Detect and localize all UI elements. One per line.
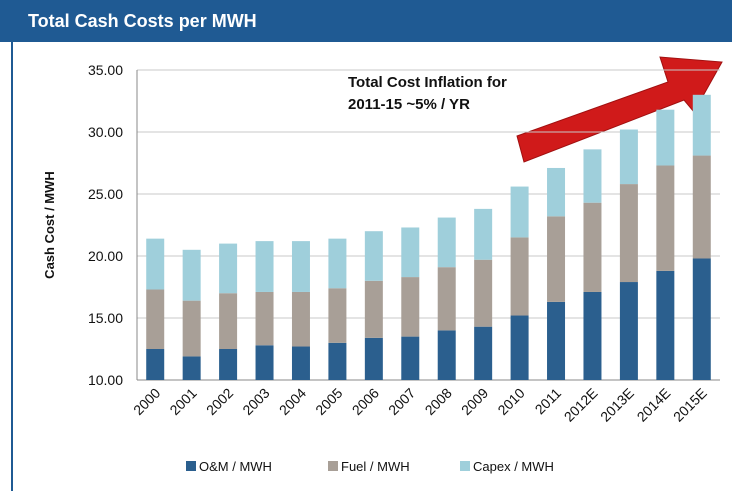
bar-segment	[547, 301, 566, 380]
bar-segment	[547, 167, 566, 217]
bar-segment	[219, 243, 238, 294]
bar-segment	[583, 291, 602, 380]
legend-label: Capex / MWH	[473, 459, 554, 474]
y-tick-label: 30.00	[88, 124, 123, 140]
y-tick-label: 10.00	[88, 372, 123, 388]
y-tick-label: 15.00	[88, 310, 123, 326]
bar-segment	[474, 326, 493, 380]
y-tick-label: 20.00	[88, 248, 123, 264]
x-tick-label: 2014E	[634, 385, 674, 425]
bar-segment	[619, 282, 638, 380]
x-tick-label: 2005	[312, 385, 345, 418]
bar-segment	[583, 202, 602, 292]
x-tick-label: 2002	[203, 385, 236, 418]
bar-segment	[146, 289, 165, 349]
bar-segment	[656, 109, 675, 166]
bar-segment	[474, 208, 493, 260]
bar-segment	[182, 249, 201, 301]
bar-segment	[692, 258, 711, 380]
annotation: 2011-15 ~5% / YR	[348, 96, 470, 113]
bar-segment	[255, 291, 274, 346]
x-tick-label: 2001	[166, 385, 199, 418]
bar-segment	[146, 349, 165, 380]
x-tick-label: 2000	[130, 385, 163, 418]
header-bar	[0, 0, 732, 42]
bar-segment	[219, 293, 238, 349]
bar-segment	[401, 277, 420, 337]
bar-segment	[328, 238, 347, 289]
bar-segment	[437, 217, 456, 268]
bar-segment	[474, 259, 493, 327]
legend-swatch	[328, 461, 338, 471]
bar-segment	[619, 129, 638, 185]
x-tick-label: 2013E	[597, 385, 637, 425]
bar-segment	[291, 291, 310, 347]
bar-segment	[291, 241, 310, 292]
bar-segment	[510, 315, 529, 380]
x-tick-label: 2006	[349, 385, 382, 418]
chart-title: Total Cash Costs per MWH	[28, 11, 257, 31]
bar-segment	[364, 231, 383, 281]
y-tick-label: 35.00	[88, 62, 123, 78]
legend-swatch	[186, 461, 196, 471]
legend-label: Fuel / MWH	[341, 459, 410, 474]
bar-segment	[364, 337, 383, 380]
bar-segment	[437, 267, 456, 331]
legend-swatch	[460, 461, 470, 471]
bar-segment	[291, 346, 310, 380]
bar-segment	[510, 186, 529, 238]
x-tick-label: 2015E	[670, 385, 710, 425]
trend-arrow	[516, 56, 723, 163]
x-tick-label: 2012E	[561, 385, 601, 425]
bar-segment	[255, 241, 274, 292]
bar-segment	[619, 184, 638, 283]
bar-segment	[219, 349, 238, 380]
bar-segment	[182, 300, 201, 357]
bar-segment	[547, 216, 566, 302]
bar-segment	[692, 94, 711, 156]
y-tick-label: 25.00	[88, 186, 123, 202]
bar-segment	[328, 342, 347, 380]
bar-segment	[656, 165, 675, 271]
bar-segment	[692, 155, 711, 259]
bar-segment	[328, 288, 347, 343]
annotation: Total Cost Inflation for	[348, 74, 507, 91]
bar-segment	[364, 280, 383, 338]
bar-segment	[583, 149, 602, 203]
bar-segment	[146, 238, 165, 290]
legend-label: O&M / MWH	[199, 459, 272, 474]
x-tick-label: 2007	[385, 385, 418, 418]
bar-segment	[401, 227, 420, 278]
x-tick-label: 2008	[421, 385, 454, 418]
x-tick-label: 2009	[458, 385, 491, 418]
y-axis-label: Cash Cost / MWH	[42, 171, 57, 279]
x-tick-label: 2003	[239, 385, 272, 418]
bar-segment	[656, 270, 675, 380]
x-tick-label: 2004	[276, 385, 309, 418]
bar-segment	[510, 237, 529, 316]
x-tick-label: 2011	[532, 385, 565, 418]
bar-segment	[255, 345, 274, 380]
bar-segment	[182, 356, 201, 380]
x-tick-label: 2010	[494, 385, 527, 418]
bar-segment	[437, 330, 456, 380]
bar-segment	[401, 336, 420, 380]
